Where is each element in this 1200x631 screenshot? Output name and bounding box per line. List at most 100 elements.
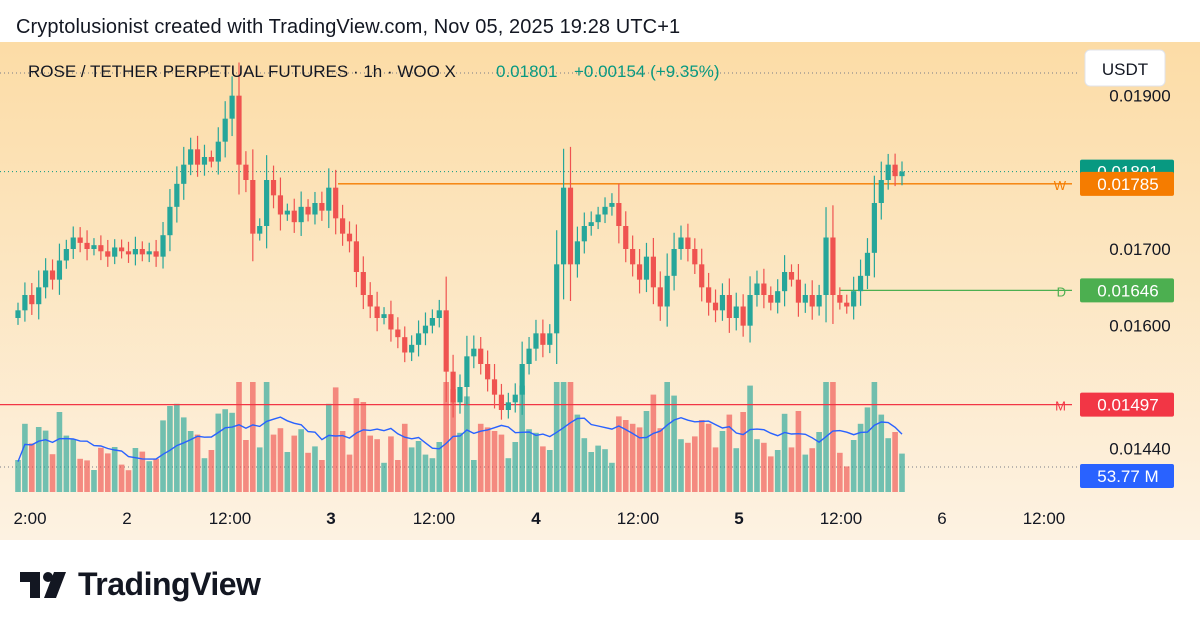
volume-bar xyxy=(415,441,422,492)
candle-body xyxy=(326,187,332,211)
y-tick-label: 0.01440 xyxy=(1109,439,1170,458)
volume-bar xyxy=(422,454,429,492)
volume-bar xyxy=(657,428,664,492)
candle-body xyxy=(567,187,574,265)
x-tick-label: 3 xyxy=(326,509,335,528)
volume-ma-line xyxy=(17,416,903,462)
x-tick-label: 12:00 xyxy=(209,509,252,528)
price-label-text-level-d: 0.01646 xyxy=(1097,281,1158,300)
volume-bar xyxy=(546,450,553,492)
candle-body xyxy=(781,272,788,292)
legend-symbol: ROSE / TETHER PERPETUAL FUTURES · 1h · W… xyxy=(28,62,456,81)
candle-body xyxy=(857,275,864,292)
candle-body xyxy=(194,149,201,165)
candle-body xyxy=(768,295,774,303)
candle-body xyxy=(581,226,587,242)
volume-bar xyxy=(153,458,159,492)
candle-body xyxy=(450,371,456,403)
volume-bar xyxy=(401,423,408,492)
candle-body xyxy=(823,237,829,295)
volume-bar xyxy=(146,461,153,492)
volume-bar xyxy=(250,382,256,492)
candle-body xyxy=(595,214,601,223)
candle-body xyxy=(270,180,277,196)
candlestick-chart[interactable]: W D M ROSE / TETHER PERPETUAL FUTURES · 1h… xyxy=(0,42,1200,540)
candle-body xyxy=(63,249,69,261)
candle-body xyxy=(692,249,698,265)
volume-bar xyxy=(602,449,608,492)
volume-bar xyxy=(174,403,180,492)
currency-button[interactable]: USDT xyxy=(1084,49,1166,87)
volume-bar xyxy=(692,436,698,492)
volume-bar xyxy=(678,439,684,492)
volume-bar xyxy=(450,389,456,492)
volume-bar xyxy=(885,438,891,492)
candle-body xyxy=(229,95,235,119)
volume-bar xyxy=(899,453,905,492)
candle-body xyxy=(181,164,187,184)
volume-bar xyxy=(837,452,843,492)
volume-bar xyxy=(429,458,436,492)
volume-bar xyxy=(857,423,864,492)
candle-body xyxy=(706,287,712,303)
price-label-volume xyxy=(1080,464,1174,488)
candle-body xyxy=(146,251,152,255)
candle-body xyxy=(346,233,353,242)
volume-bar xyxy=(595,445,601,492)
chart-area[interactable]: W D M ROSE / TETHER PERPETUAL FUTURES · 1h… xyxy=(0,42,1200,540)
currency-label: USDT xyxy=(1102,60,1148,79)
price-label-text-volume: 53.77 M xyxy=(1097,467,1158,486)
volume-bar xyxy=(346,454,353,492)
candle-body xyxy=(574,241,581,265)
candle-body xyxy=(22,295,28,311)
candle-body xyxy=(43,270,49,288)
candle-body xyxy=(112,247,118,257)
volume-bar xyxy=(754,439,760,492)
volume-bar xyxy=(111,447,118,492)
volume-bar xyxy=(850,440,857,492)
x-tick-label: 2:00 xyxy=(13,509,46,528)
candle-body xyxy=(29,295,35,305)
volume-bar xyxy=(664,382,670,492)
tradingview-logo[interactable]: TradingView xyxy=(18,566,261,603)
volume-bar xyxy=(519,385,525,492)
candle-body xyxy=(471,348,477,357)
candle-body xyxy=(726,295,732,318)
x-tick-label: 12:00 xyxy=(413,509,456,528)
x-tick-label: 12:00 xyxy=(1023,509,1066,528)
volume-bar xyxy=(49,454,56,492)
candle-body xyxy=(277,195,284,215)
candle-body xyxy=(353,241,360,272)
volume-bar xyxy=(560,382,567,492)
volume-bar xyxy=(167,406,173,492)
candle-body xyxy=(174,183,180,207)
candle-body xyxy=(215,141,221,162)
candle-body xyxy=(740,306,746,326)
candle-body xyxy=(512,394,518,403)
volume-bar xyxy=(91,470,97,492)
candle-body xyxy=(98,245,104,252)
volume-bar xyxy=(609,462,615,492)
candle-body xyxy=(699,264,705,288)
volume-bar xyxy=(802,454,809,492)
volume-bar xyxy=(374,439,380,492)
volume-bar xyxy=(498,434,505,492)
candle-body xyxy=(678,237,684,249)
volume-bar xyxy=(484,427,491,492)
support-levels: W D M xyxy=(0,178,1072,414)
legend-price: 0.01801 xyxy=(496,62,557,81)
x-tick-label: 2 xyxy=(122,509,131,528)
candle-body xyxy=(415,333,422,345)
candle-body xyxy=(478,348,484,364)
volume-bar xyxy=(878,414,885,492)
candle-body xyxy=(657,287,663,307)
volume-bar xyxy=(305,452,311,492)
candles[interactable] xyxy=(15,62,905,420)
volume-bar xyxy=(698,420,705,492)
candle-body xyxy=(643,256,650,280)
candle-body xyxy=(733,306,739,318)
chart-header: Cryptolusionist created with TradingView… xyxy=(16,16,681,38)
candle-body xyxy=(160,235,166,257)
volume-bar xyxy=(622,420,629,492)
